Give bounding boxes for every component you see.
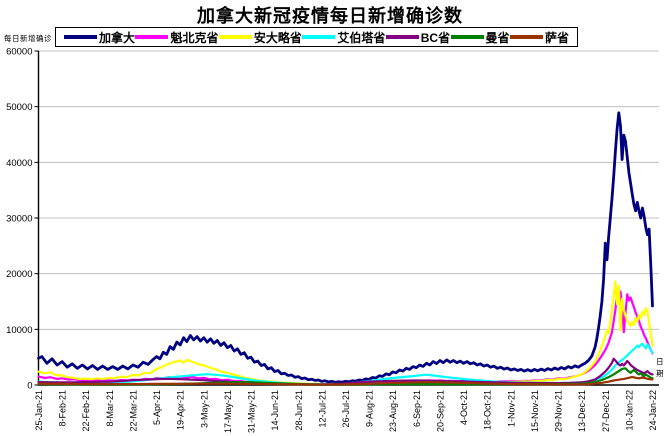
x-tick-label: 28-Jun-21	[294, 390, 304, 431]
x-tick-label: 1-Nov-21	[506, 390, 516, 427]
legend-line-swatch	[218, 35, 252, 39]
x-tick-label: 5-Apr-21	[152, 390, 162, 425]
x-tick-label: 9-Aug-21	[365, 390, 375, 427]
x-tick-label: 31-May-21	[247, 390, 257, 433]
legend-label: 加拿大	[99, 30, 136, 45]
series-line-BC省	[37, 357, 654, 386]
legend-label: 魁北克省	[170, 30, 219, 45]
x-tick-label: 26-Jul-21	[341, 390, 351, 428]
series-line-加拿大	[37, 111, 654, 384]
series-line-艾伯塔省	[37, 342, 654, 386]
x-tick-label: 20-Sep-21	[435, 390, 445, 432]
x-tick-label: 24-Jan-22	[648, 390, 658, 431]
legend-item-5: 曼省	[450, 29, 510, 46]
x-tick-label: 23-Aug-21	[388, 390, 398, 432]
series-line-魁北克省	[37, 290, 654, 386]
y-tick-label: 60000	[6, 47, 32, 58]
legend: 加拿大 魁北克省 安大略省 艾伯塔省 BC省 曼省 萨省	[55, 27, 578, 47]
legend-line-swatch	[509, 35, 543, 39]
x-tick-label: 14-Jun-21	[270, 390, 280, 431]
x-tick-label: 4-Oct-21	[459, 390, 469, 425]
legend-label: 安大略省	[253, 30, 302, 45]
x-tick-label: 18-Oct-21	[483, 390, 493, 430]
x-tick-label: 17-May-21	[223, 390, 233, 433]
x-tick-label: 3-May-21	[199, 390, 209, 428]
legend-line-swatch	[135, 35, 169, 39]
legend-line-swatch	[385, 35, 419, 39]
x-tick-label: 25-Jan-21	[34, 390, 44, 431]
x-tick-label: 8-Feb-21	[58, 390, 68, 427]
legend-item-1: 魁北克省	[135, 29, 218, 46]
legend-label: 萨省	[544, 30, 569, 45]
y-tick-label: 40000	[6, 158, 32, 169]
legend-line-swatch	[302, 35, 336, 39]
x-tick-label: 6-Sep-21	[412, 390, 422, 427]
legend-item-2: 安大略省	[218, 29, 302, 46]
y-tick-label: 10000	[6, 325, 32, 336]
legend-line-swatch	[450, 35, 484, 39]
x-tick-label: 15-Nov-21	[530, 390, 540, 432]
y-tick-label: 20000	[6, 269, 32, 280]
x-tick-label: 13-Dec-21	[577, 390, 587, 432]
y-tick-label: 50000	[6, 102, 32, 113]
legend-item-0: 加拿大	[64, 29, 135, 46]
x-tick-label: 12-Jul-21	[317, 390, 327, 428]
legend-item-6: 萨省	[509, 29, 569, 46]
x-tick-label: 8-Mar-21	[105, 390, 115, 427]
series-line-萨省	[37, 375, 654, 386]
legend-label: 曼省	[485, 30, 510, 45]
x-tick-label: 29-Nov-21	[554, 390, 564, 432]
chart-title: 加拿大新冠疫情每日新增确诊数	[197, 6, 463, 26]
legend-item-4: BC省	[385, 29, 451, 46]
x-tick-label: 10-Jan-22	[624, 390, 634, 431]
x-tick-label: 22-Feb-21	[81, 390, 91, 432]
legend-item-3: 艾伯塔省	[302, 29, 385, 46]
x-tick-label: 19-Apr-21	[176, 390, 186, 430]
legend-label: 艾伯塔省	[337, 30, 386, 45]
legend-label: BC省	[420, 30, 451, 45]
x-tick-label: 22-Mar-21	[128, 390, 138, 432]
x-axis-title: 日期	[656, 357, 664, 378]
y-axis-title: 每日新增确诊	[4, 34, 52, 43]
x-tick-label: 27-Dec-21	[601, 390, 611, 432]
y-tick-label: 30000	[6, 214, 32, 225]
legend-line-swatch	[64, 35, 97, 39]
y-tick-label: 0	[27, 381, 32, 392]
